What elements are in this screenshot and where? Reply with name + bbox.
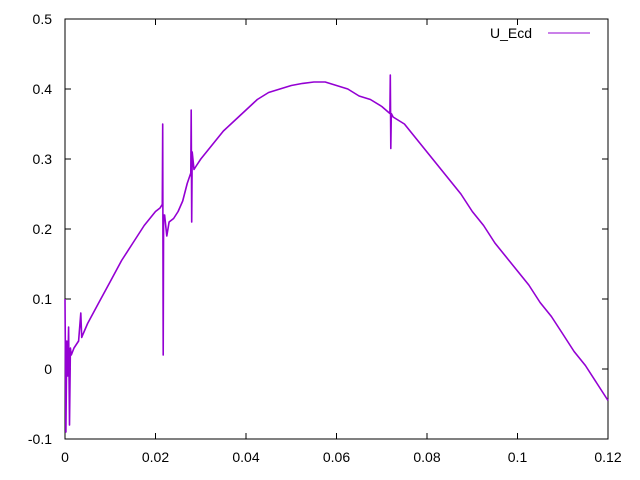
plot-frame bbox=[64, 18, 609, 440]
y-tick-label: -0.1 bbox=[28, 431, 52, 447]
y-tick-label: 0.3 bbox=[33, 151, 53, 167]
y-tick-label: 0.1 bbox=[33, 291, 53, 307]
y-tick-label: 0.5 bbox=[33, 11, 53, 27]
series-line-u-ecd bbox=[64, 74, 609, 433]
x-tick-label: 0.1 bbox=[508, 449, 528, 465]
x-tick-label: 0 bbox=[61, 449, 69, 465]
x-tick-label: 0.06 bbox=[323, 449, 350, 465]
y-tick-label: 0.2 bbox=[33, 221, 53, 237]
x-tick-label: 0.04 bbox=[232, 449, 259, 465]
x-tick-label: 0.02 bbox=[142, 449, 169, 465]
legend-label: U_Ecd bbox=[490, 25, 532, 41]
x-tick-label: 0.08 bbox=[413, 449, 440, 465]
legend: U_Ecd bbox=[490, 25, 590, 41]
x-tick-label: 0.12 bbox=[594, 449, 621, 465]
y-tick-label: 0.4 bbox=[33, 81, 53, 97]
y-tick-label: 0 bbox=[44, 361, 52, 377]
